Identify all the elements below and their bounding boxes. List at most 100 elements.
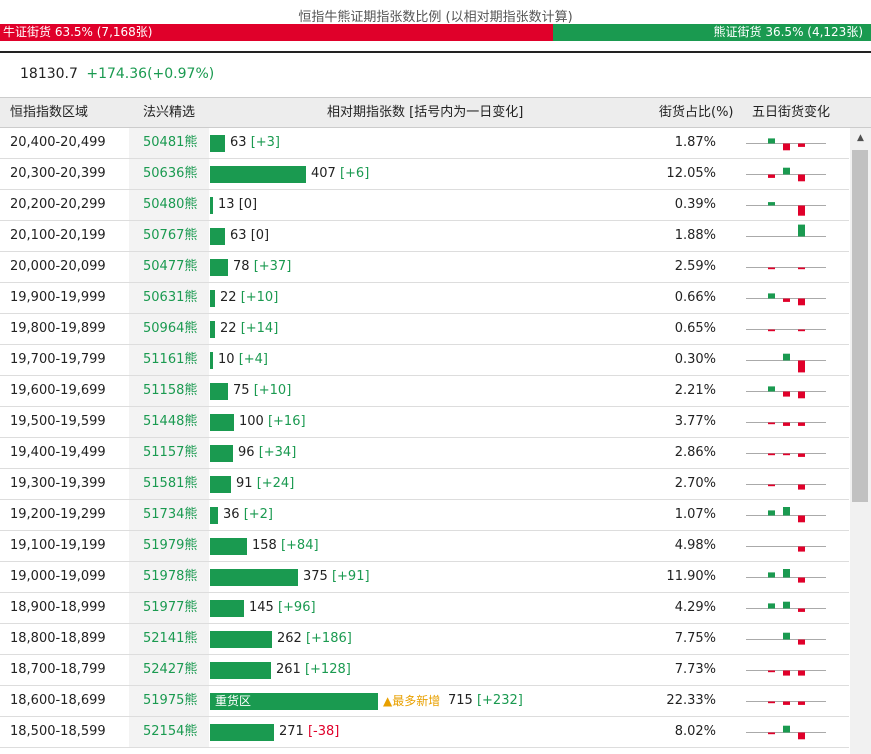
five-day-bar	[798, 224, 805, 237]
table-row[interactable]: 18,800-18,899 52141熊 262 [+186] 7.75%	[0, 624, 849, 655]
count-number: 100	[239, 414, 268, 429]
warrant-code-link[interactable]: 51448熊	[143, 414, 198, 429]
five-day-bar	[783, 670, 790, 676]
table-row[interactable]: 20,300-20,399 50636熊 407 [+6] 12.05%	[0, 159, 849, 190]
count-delta: [+96]	[277, 600, 316, 615]
warrant-code-link[interactable]: 50636熊	[143, 166, 198, 181]
warrant-code-link[interactable]: 50481熊	[143, 135, 198, 150]
warrant-code-link[interactable]: 51581熊	[143, 476, 198, 491]
five-day-chart	[746, 386, 826, 399]
count-delta: [+232]	[476, 693, 523, 708]
five-day-bar	[783, 143, 790, 151]
table-row[interactable]: 18,500-18,599 52154熊 271 [-38] 8.02%	[0, 717, 849, 748]
five-day-chart	[746, 670, 826, 676]
count-value: 22 [+14]	[220, 314, 278, 344]
scrollbar[interactable]: ▲	[850, 128, 871, 754]
five-day-bar	[798, 205, 805, 216]
five-day-bar	[798, 670, 805, 676]
five-day-bar	[783, 353, 790, 361]
bull-bear-ratio-bar: 牛证街货 63.5% (7,168张) 熊证街货 36.5% (4,123张)	[0, 24, 871, 41]
warrant-code-link[interactable]: 50477熊	[143, 259, 198, 274]
count-delta: [+91]	[331, 569, 370, 584]
divider	[0, 51, 871, 53]
five-day-chart	[746, 601, 826, 612]
count-bar	[210, 197, 213, 214]
table-row[interactable]: 20,000-20,099 50477熊 78 [+37] 2.59%	[0, 252, 849, 283]
warrant-code-link[interactable]: 51978熊	[143, 569, 198, 584]
scroll-thumb[interactable]	[852, 150, 868, 502]
count-number: 10	[218, 352, 239, 367]
count-bar	[210, 321, 215, 338]
table-row[interactable]: 19,500-19,599 51448熊 100 [+16] 3.77%	[0, 407, 849, 438]
share-pct: 22.33%	[666, 693, 716, 708]
warrant-code-link[interactable]: 50480熊	[143, 197, 198, 212]
warrant-code-link[interactable]: 51161熊	[143, 352, 198, 367]
count-bar	[210, 569, 298, 586]
table-row[interactable]: 19,600-19,699 51158熊 75 [+10] 2.21%	[0, 376, 849, 407]
count-number: 407	[311, 166, 340, 181]
count-bar: 重货区	[210, 693, 378, 710]
warrant-code-link[interactable]: 52154熊	[143, 724, 198, 739]
range-cell: 20,300-20,399	[10, 166, 106, 181]
table-row[interactable]: 18,700-18,799 52427熊 261 [+128] 7.73%	[0, 655, 849, 686]
table-row[interactable]: 19,200-19,299 51734熊 36 [+2] 1.07%	[0, 500, 849, 531]
count-value: 261 [+128]	[276, 655, 351, 685]
table-row[interactable]: 19,900-19,999 50631熊 22 [+10] 0.66%	[0, 283, 849, 314]
warrant-code-link[interactable]: 51977熊	[143, 600, 198, 615]
warrant-code-link[interactable]: 51157熊	[143, 445, 198, 460]
scroll-up-icon[interactable]: ▲	[857, 133, 864, 143]
five-day-bar	[783, 453, 790, 456]
warrant-code-link[interactable]: 50767熊	[143, 228, 198, 243]
five-day-chart	[746, 138, 826, 151]
five-day-bar	[798, 546, 805, 552]
count-number: 36	[223, 507, 244, 522]
table-row[interactable]: 19,000-19,099 51978熊 375 [+91] 11.90%	[0, 562, 849, 593]
five-day-chart	[746, 422, 826, 426]
warrant-code-link[interactable]: 52427熊	[143, 662, 198, 677]
warrant-code-link[interactable]: 51975熊	[143, 693, 198, 708]
five-day-bar	[798, 639, 805, 645]
five-day-bar	[768, 138, 775, 144]
count-delta: [+84]	[280, 538, 319, 553]
table-row[interactable]: 20,200-20,299 50480熊 13 [0] 0.39%	[0, 190, 849, 221]
table-row[interactable]: 19,400-19,499 51157熊 96 [+34] 2.86%	[0, 438, 849, 469]
range-cell: 18,900-18,999	[10, 600, 106, 615]
count-delta: [0]	[250, 228, 270, 243]
warrant-code-link[interactable]: 50964熊	[143, 321, 198, 336]
warrant-code-link[interactable]: 50631熊	[143, 290, 198, 305]
five-day-bar	[798, 732, 805, 740]
count-bar	[210, 135, 225, 152]
five-day-chart	[746, 632, 826, 645]
index-change: +174.36(+0.97%)	[86, 66, 215, 82]
table-row[interactable]: 19,100-19,199 51979熊 158 [+84] 4.98%	[0, 531, 849, 562]
warrant-code-link[interactable]: 51158熊	[143, 383, 198, 398]
count-bar	[210, 724, 274, 741]
warrant-code-link[interactable]: 51734熊	[143, 507, 198, 522]
five-day-bar	[768, 267, 775, 270]
five-day-bar	[798, 143, 805, 147]
warrant-code-link[interactable]: 51979熊	[143, 538, 198, 553]
table-row[interactable]: 20,100-20,199 50767熊 63 [0] 1.88%	[0, 221, 849, 252]
table-row[interactable]: 18,900-18,999 51977熊 145 [+96] 4.29%	[0, 593, 849, 624]
table-row[interactable]: 18,600-18,699 51975熊 重货区 ▲最多新增 715 [+232] 22.…	[0, 686, 849, 717]
table-row[interactable]: 20,400-20,499 50481熊 63 [+3] 1.87%	[0, 128, 849, 159]
code-cell: 50477熊	[129, 252, 209, 282]
range-cell: 18,500-18,599	[10, 724, 106, 739]
five-day-bar	[798, 577, 805, 583]
count-delta: [+10]	[253, 383, 292, 398]
count-number: 375	[303, 569, 332, 584]
table-row[interactable]: 19,700-19,799 51161熊 10 [+4] 0.30%	[0, 345, 849, 376]
code-cell: 50964熊	[129, 314, 209, 344]
share-pct: 0.66%	[674, 290, 716, 305]
count-number: 262	[277, 631, 306, 646]
count-delta: [+10]	[240, 290, 279, 305]
five-day-chart	[746, 507, 826, 523]
five-day-chart	[746, 725, 826, 740]
warrant-code-link[interactable]: 52141熊	[143, 631, 198, 646]
count-delta: [+16]	[267, 414, 306, 429]
count-bar	[210, 476, 231, 493]
table-row[interactable]: 19,800-19,899 50964熊 22 [+14] 0.65%	[0, 314, 849, 345]
count-bar	[210, 445, 233, 462]
table-row[interactable]: 19,300-19,399 51581熊 91 [+24] 2.70%	[0, 469, 849, 500]
share-pct: 11.90%	[666, 569, 716, 584]
